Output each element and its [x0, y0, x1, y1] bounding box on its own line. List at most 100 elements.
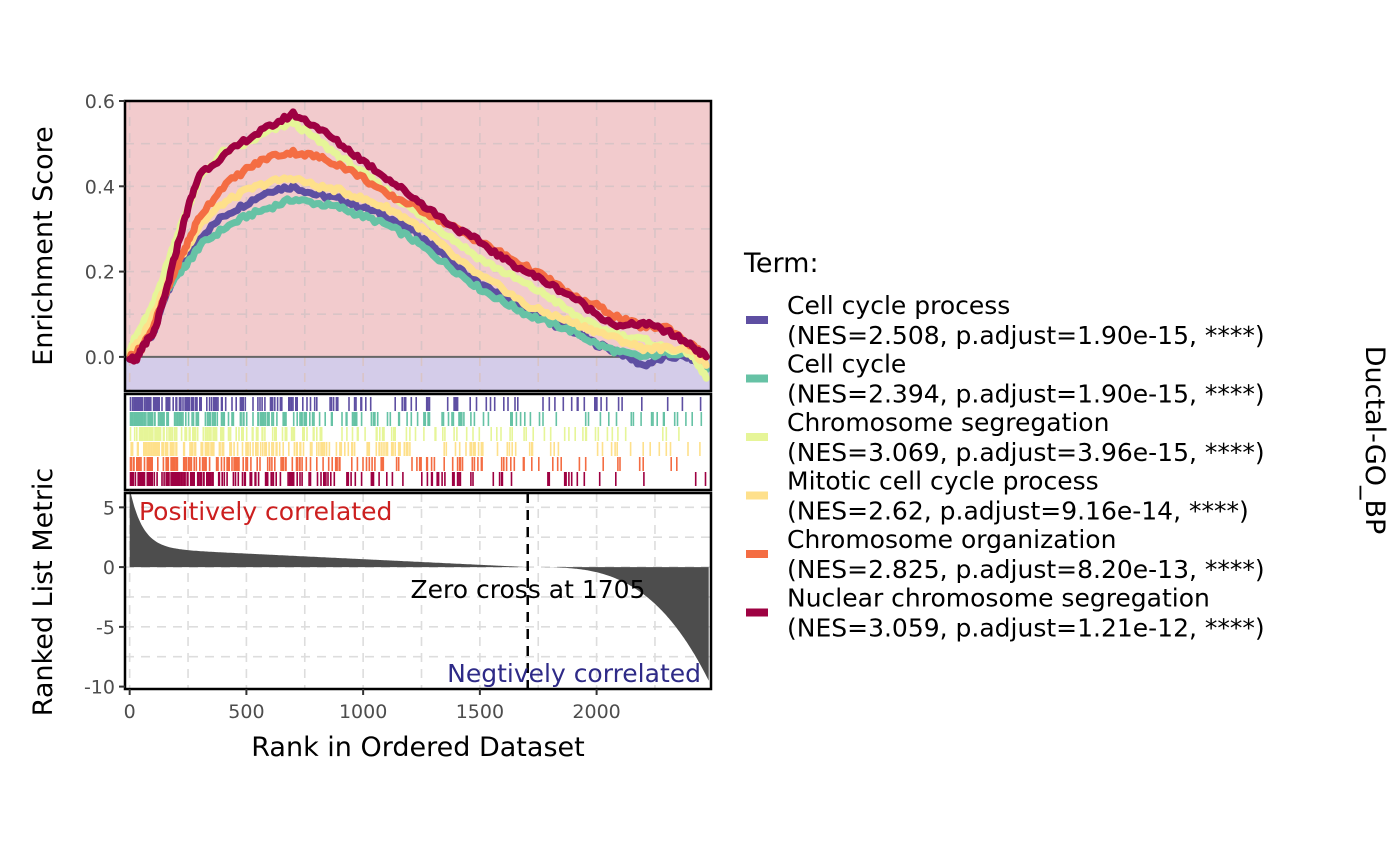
hit-tick — [455, 397, 457, 411]
hit-tick — [205, 457, 207, 471]
hit-tick — [204, 412, 207, 426]
hit-tick — [274, 397, 276, 411]
hit-tick — [306, 397, 308, 411]
hit-tick — [158, 397, 160, 411]
hit-tick — [517, 397, 519, 411]
hit-tick — [599, 412, 602, 426]
rank-y-tick-label: 0 — [103, 557, 115, 579]
hit-tick — [325, 442, 328, 456]
hit-tick — [252, 412, 254, 426]
hit-tick — [610, 442, 613, 456]
hit-tick — [420, 457, 422, 471]
hit-tick — [137, 397, 139, 411]
hit-tick — [296, 457, 298, 471]
hit-tick — [224, 397, 227, 411]
hit-tick — [399, 442, 401, 456]
hit-tick — [233, 442, 235, 456]
hit-tick — [275, 427, 277, 441]
hit-tick — [259, 442, 262, 456]
hit-tick — [305, 457, 308, 471]
hit-tick — [673, 412, 676, 426]
hit-tick — [270, 397, 272, 411]
hit-tick — [274, 427, 276, 441]
hit-tick — [301, 412, 303, 426]
hit-tick — [320, 472, 322, 486]
hit-tick — [490, 427, 492, 441]
hit-tick — [189, 442, 191, 456]
hit-tick — [143, 397, 146, 411]
hit-tick — [665, 442, 668, 456]
hit-tick — [481, 457, 483, 471]
hit-tick — [372, 472, 375, 486]
legend-swatch-4 — [746, 491, 768, 500]
hit-tick — [577, 397, 579, 411]
hit-tick — [299, 412, 301, 426]
hit-tick — [630, 412, 633, 426]
hit-tick — [503, 457, 505, 471]
hit-tick — [195, 457, 198, 471]
hit-tick — [538, 457, 540, 471]
hit-tick — [159, 412, 161, 426]
hit-tick — [245, 427, 248, 441]
hit-tick — [375, 442, 378, 456]
hit-tick — [364, 427, 366, 441]
hit-tick — [245, 412, 248, 426]
hit-tick — [196, 427, 199, 441]
hit-tick — [543, 427, 546, 441]
hit-tick — [446, 397, 449, 411]
hit-tick — [395, 457, 398, 471]
hit-tick — [193, 427, 195, 441]
hit-tick — [327, 457, 330, 471]
hit-tick — [214, 412, 216, 426]
hit-tick — [271, 472, 273, 486]
hit-tick — [334, 457, 337, 471]
hit-tick — [354, 472, 357, 486]
hit-tick — [201, 442, 204, 456]
hit-tick — [173, 412, 176, 426]
hit-tick — [163, 472, 165, 486]
hit-tick — [212, 412, 214, 426]
hit-tick — [670, 457, 672, 471]
hit-tick — [154, 412, 156, 426]
hit-tick — [482, 412, 485, 426]
hit-tick — [200, 397, 202, 411]
hit-tick — [208, 472, 210, 486]
hit-tick — [381, 442, 383, 456]
hit-tick — [151, 457, 153, 471]
hit-tick — [175, 397, 178, 411]
hit-tick — [296, 397, 298, 411]
hit-tick — [500, 457, 503, 471]
hit-tick — [386, 442, 389, 456]
hit-tick — [505, 457, 508, 471]
hit-tick — [292, 412, 295, 426]
hit-tick — [632, 412, 635, 426]
hit-tick — [351, 457, 353, 471]
hit-tick — [282, 442, 284, 456]
hit-tick — [152, 442, 154, 456]
hit-tick — [308, 472, 310, 486]
positive-correlation-label: Positively correlated — [139, 497, 392, 526]
hit-tick — [404, 397, 407, 411]
hit-tick — [351, 412, 354, 426]
hit-tick — [265, 442, 268, 456]
hit-tick — [215, 427, 218, 441]
hit-tick — [296, 442, 298, 456]
hit-tick — [386, 472, 388, 486]
hit-tick — [167, 412, 170, 426]
hit-tick — [271, 412, 273, 426]
es-y-tick-label: 0.0 — [85, 347, 115, 369]
hit-tick — [235, 397, 237, 411]
legend-stats-2: (NES=2.394, p.adjust=1.90e-15, ****) — [787, 380, 1265, 409]
hit-tick — [134, 472, 137, 486]
hit-tick — [453, 472, 455, 486]
hit-tick — [406, 412, 408, 426]
hit-tick — [271, 427, 274, 441]
hit-tick — [665, 427, 668, 441]
hit-tick — [196, 397, 198, 411]
hit-tick — [598, 472, 601, 486]
hit-tick — [195, 412, 198, 426]
hit-tick — [658, 442, 661, 456]
hit-tick — [485, 397, 488, 411]
legend-swatch-1 — [746, 316, 768, 324]
hit-tick — [134, 412, 137, 426]
